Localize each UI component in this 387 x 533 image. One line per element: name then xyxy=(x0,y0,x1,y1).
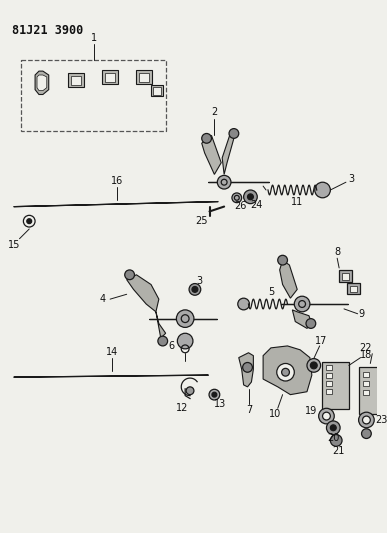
Bar xyxy=(327,366,332,370)
Text: 3: 3 xyxy=(349,174,355,184)
Circle shape xyxy=(330,425,336,431)
Bar xyxy=(363,381,369,386)
Text: 21: 21 xyxy=(332,446,344,456)
Polygon shape xyxy=(202,135,221,174)
Circle shape xyxy=(232,193,241,203)
Text: 16: 16 xyxy=(111,176,123,186)
Bar xyxy=(151,85,163,96)
Polygon shape xyxy=(37,75,47,91)
Text: 25: 25 xyxy=(195,216,208,226)
Bar xyxy=(139,73,149,82)
Bar xyxy=(327,389,332,394)
Bar xyxy=(359,367,382,414)
Circle shape xyxy=(192,286,198,292)
Text: 19: 19 xyxy=(305,406,317,416)
Bar xyxy=(322,362,349,409)
Circle shape xyxy=(277,364,294,381)
Bar xyxy=(363,390,369,394)
Bar xyxy=(363,372,369,377)
Bar xyxy=(102,70,118,84)
Polygon shape xyxy=(156,312,166,338)
Circle shape xyxy=(248,194,253,200)
Circle shape xyxy=(306,319,316,328)
Bar xyxy=(137,70,152,84)
Circle shape xyxy=(307,359,320,372)
Circle shape xyxy=(319,408,334,424)
Circle shape xyxy=(125,270,134,280)
Text: 18: 18 xyxy=(360,350,373,360)
Polygon shape xyxy=(127,275,159,312)
Text: 20: 20 xyxy=(327,433,339,443)
Circle shape xyxy=(361,429,371,439)
Bar xyxy=(339,270,352,281)
Circle shape xyxy=(243,362,252,372)
Bar xyxy=(105,73,115,82)
Circle shape xyxy=(359,412,374,428)
Text: 4: 4 xyxy=(99,294,105,304)
Text: 5: 5 xyxy=(268,287,274,297)
Circle shape xyxy=(212,392,217,397)
Circle shape xyxy=(186,387,194,394)
Text: 14: 14 xyxy=(106,347,118,357)
Circle shape xyxy=(229,128,239,139)
Circle shape xyxy=(27,219,32,224)
Bar xyxy=(327,381,332,386)
Circle shape xyxy=(217,175,231,189)
Circle shape xyxy=(189,284,201,295)
Text: 11: 11 xyxy=(291,197,303,207)
Bar xyxy=(71,76,81,85)
Circle shape xyxy=(158,336,168,346)
Circle shape xyxy=(177,333,193,349)
Circle shape xyxy=(244,190,257,204)
Text: 23: 23 xyxy=(375,415,387,425)
Circle shape xyxy=(176,310,194,327)
Text: 24: 24 xyxy=(250,200,262,209)
Polygon shape xyxy=(35,71,49,94)
Polygon shape xyxy=(292,310,312,328)
Polygon shape xyxy=(239,353,253,387)
Circle shape xyxy=(209,389,220,400)
Circle shape xyxy=(315,182,330,198)
Circle shape xyxy=(282,368,289,376)
Bar xyxy=(21,60,166,131)
Text: 6: 6 xyxy=(168,341,175,351)
Text: 9: 9 xyxy=(358,309,365,319)
Circle shape xyxy=(327,421,340,434)
Circle shape xyxy=(330,434,342,446)
Text: 1: 1 xyxy=(91,33,97,43)
Circle shape xyxy=(294,296,310,312)
Circle shape xyxy=(238,298,250,310)
Polygon shape xyxy=(222,132,234,174)
Bar xyxy=(327,373,332,378)
Text: 8: 8 xyxy=(334,247,340,257)
Text: 2: 2 xyxy=(211,107,217,117)
Text: 26: 26 xyxy=(235,200,247,211)
Circle shape xyxy=(363,416,370,424)
Text: 17: 17 xyxy=(315,336,328,346)
Text: 7: 7 xyxy=(247,405,253,415)
Bar xyxy=(153,87,161,94)
Text: 13: 13 xyxy=(214,399,226,409)
Polygon shape xyxy=(14,375,209,377)
Bar xyxy=(68,73,84,87)
Polygon shape xyxy=(280,260,297,298)
Bar xyxy=(350,286,357,292)
Circle shape xyxy=(278,255,288,265)
Text: 12: 12 xyxy=(176,403,188,413)
Text: 15: 15 xyxy=(9,239,21,249)
Text: 22: 22 xyxy=(359,343,372,353)
Circle shape xyxy=(202,133,211,143)
Bar xyxy=(342,273,349,280)
Circle shape xyxy=(310,362,317,369)
Text: 10: 10 xyxy=(269,409,281,419)
Text: 81J21 3900: 81J21 3900 xyxy=(12,25,83,37)
Polygon shape xyxy=(263,346,312,394)
Circle shape xyxy=(322,412,330,420)
Bar xyxy=(347,282,360,294)
Polygon shape xyxy=(14,201,218,207)
Text: 3: 3 xyxy=(197,276,203,286)
